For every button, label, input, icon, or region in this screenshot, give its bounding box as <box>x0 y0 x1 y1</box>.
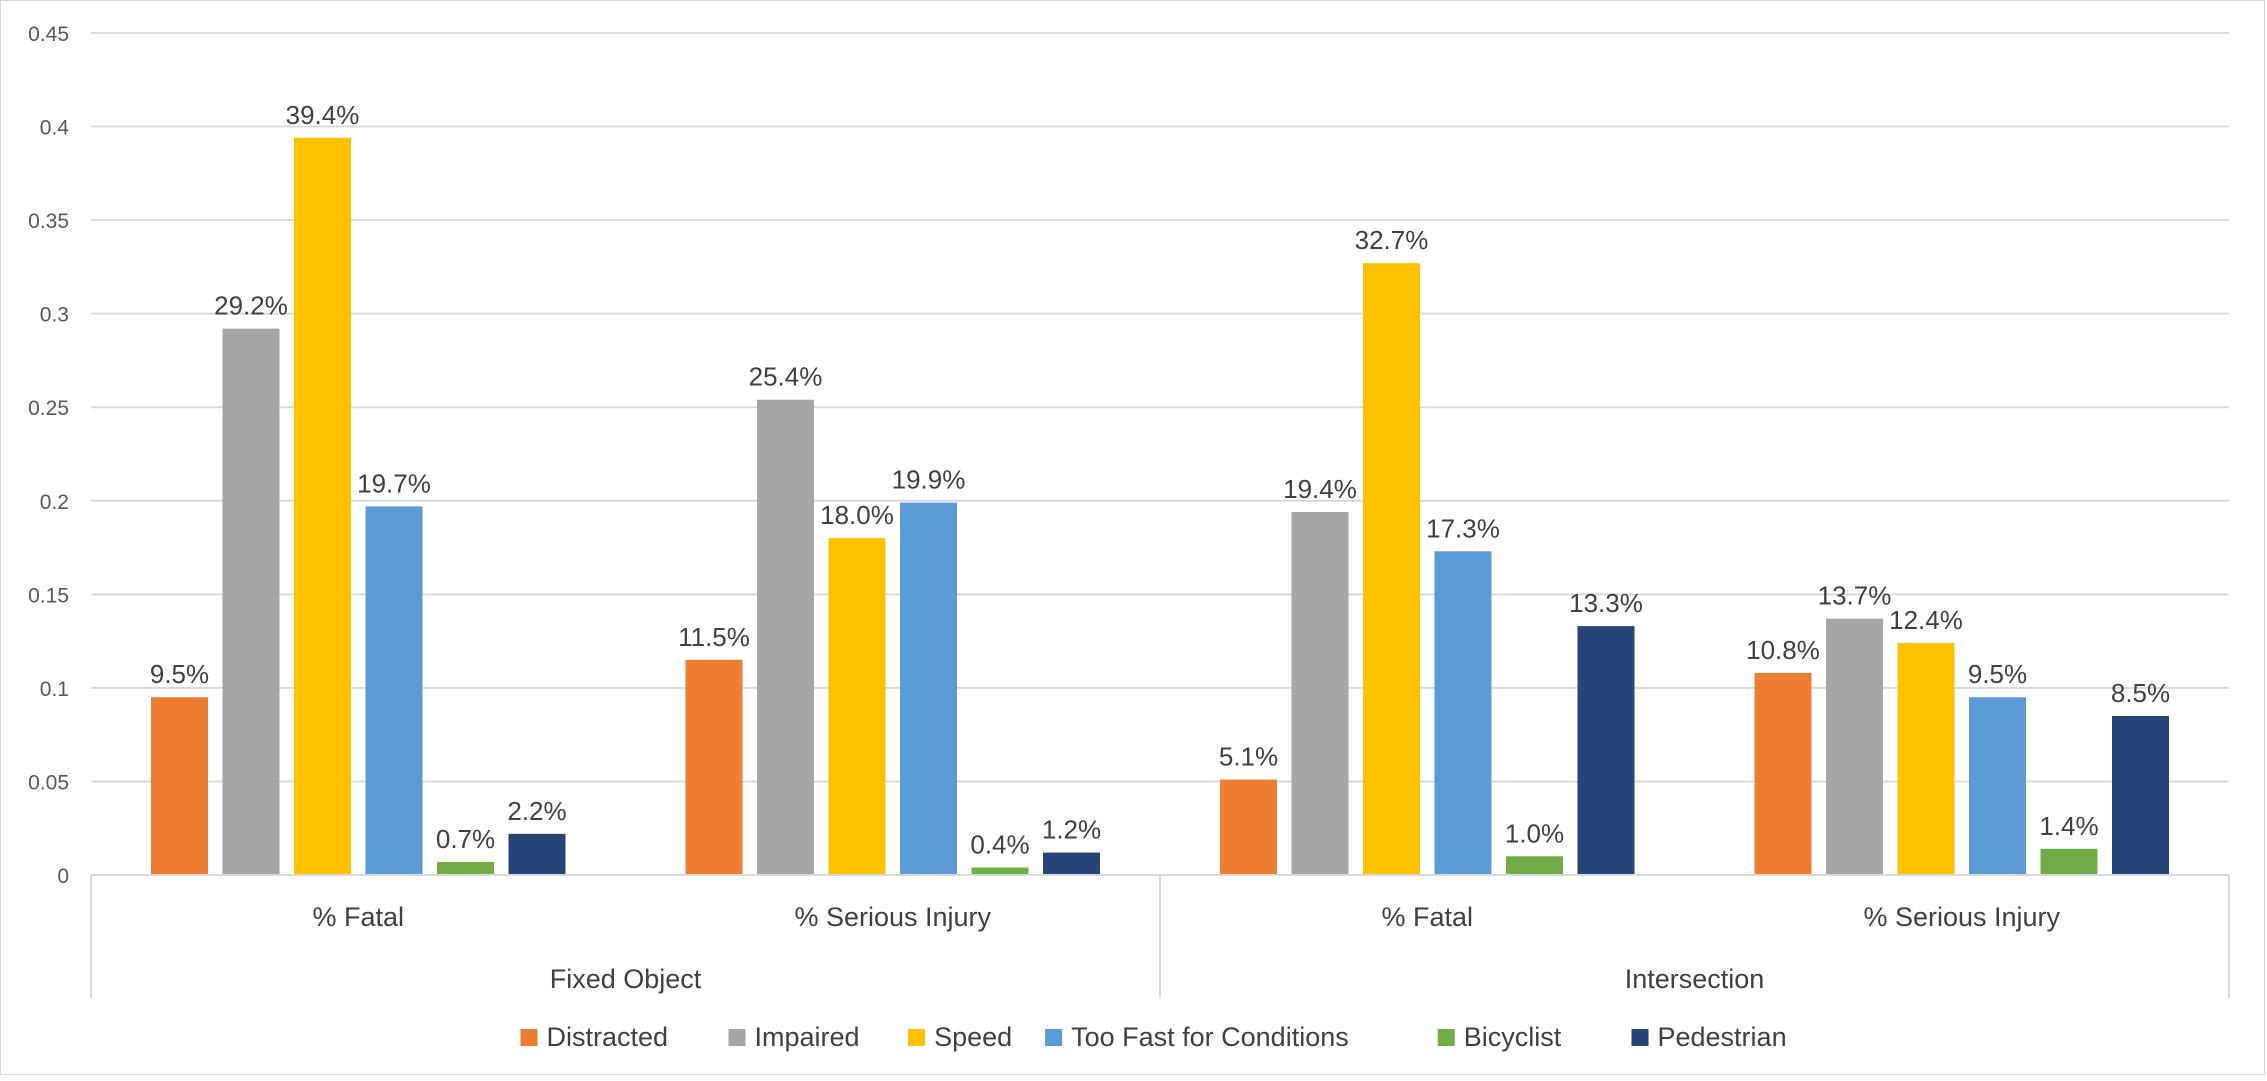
data-label: 29.2% <box>214 291 288 321</box>
data-label: 0.7% <box>436 824 495 854</box>
bar <box>971 867 1029 875</box>
y-tick-label: 0 <box>57 865 69 888</box>
data-label: 5.1% <box>1219 742 1278 772</box>
legend-swatch <box>1437 1029 1455 1046</box>
y-tick-label: 0.35 <box>28 210 69 233</box>
y-tick-label: 0.15 <box>28 584 69 607</box>
bar <box>1043 852 1100 875</box>
bar <box>2040 848 2098 875</box>
data-label: 1.4% <box>2039 811 2098 841</box>
data-label: 13.7% <box>1818 581 1892 611</box>
y-tick-label: 0.4 <box>40 117 70 140</box>
y-tick-label: 0.3 <box>40 304 69 327</box>
group-label: Intersection <box>1625 964 1765 994</box>
bar <box>757 399 814 875</box>
bar <box>1754 672 1812 875</box>
category-label: % Fatal <box>312 902 404 932</box>
data-label: 1.2% <box>1042 815 1101 845</box>
bar <box>1506 856 1563 875</box>
bar <box>1897 642 1955 875</box>
data-label: 19.7% <box>357 468 431 498</box>
legend-swatch <box>908 1029 926 1046</box>
data-label: 19.9% <box>892 465 966 495</box>
data-label: 9.5% <box>1968 659 2027 689</box>
bar <box>1577 626 1635 875</box>
legend: Distracted Impaired Speed Too Fast for Cond… <box>520 1022 1787 1052</box>
data-label: 10.8% <box>1746 635 1820 665</box>
data-label: 18.0% <box>820 500 894 530</box>
data-label: 32.7% <box>1355 225 1429 255</box>
group-label: Fixed Object <box>550 964 702 994</box>
bar <box>1220 779 1277 875</box>
y-tick-label: 0.2 <box>40 491 69 514</box>
bar <box>1434 551 1492 875</box>
bar <box>508 833 566 875</box>
x-axis: % Fatal % Serious Injury Fixed Object % Fat… <box>90 874 2230 998</box>
category-label: % Fatal <box>1381 902 1473 932</box>
gridlines <box>91 32 2229 783</box>
data-label: 11.5% <box>678 622 750 652</box>
data-label: 1.0% <box>1505 818 1564 848</box>
data-label: 25.4% <box>749 362 823 392</box>
legend-label: Speed <box>934 1022 1012 1052</box>
bar <box>294 137 351 875</box>
legend-swatch <box>1045 1029 1063 1046</box>
data-label: 8.5% <box>2111 678 2170 708</box>
data-label: 12.4% <box>1889 605 1963 635</box>
data-label: 13.3% <box>1569 588 1643 618</box>
bar <box>1363 263 1420 875</box>
data-label: 0.4% <box>970 830 1029 860</box>
category-label: % Serious Injury <box>1863 902 2060 932</box>
legend-swatch <box>1631 1029 1649 1046</box>
bar <box>1969 697 2026 875</box>
legend-swatch <box>728 1029 746 1046</box>
y-tick-label: 0.1 <box>40 678 69 701</box>
category-label: % Serious Injury <box>794 902 991 932</box>
bar <box>437 861 494 875</box>
legend-label: Distracted <box>547 1022 669 1052</box>
bar <box>365 506 423 875</box>
bar <box>828 538 886 875</box>
legend-swatch <box>520 1029 538 1046</box>
bar <box>151 697 208 875</box>
legend-label: Too Fast for Conditions <box>1071 1022 1349 1052</box>
bar <box>1291 512 1349 875</box>
data-label: 39.4% <box>286 100 360 130</box>
y-tick-label: 0.25 <box>28 397 69 420</box>
legend-label: Bicyclist <box>1464 1022 1562 1052</box>
data-label: 19.4% <box>1283 474 1357 504</box>
bar <box>1826 618 1883 875</box>
legend-label: Impaired <box>755 1022 860 1052</box>
data-label: 2.2% <box>507 796 566 826</box>
bars <box>151 137 2169 875</box>
y-tick-label: 0.05 <box>28 771 69 794</box>
legend-label: Pedestrian <box>1658 1022 1787 1052</box>
y-tick-label: 0.45 <box>28 23 69 46</box>
bar <box>2112 715 2169 875</box>
data-labels: 9.5% 29.2% 39.4% 19.7% 0.7% 2.2% 11.5% 25.4% 18.… <box>150 100 2170 860</box>
y-axis: 0 0.05 0.1 0.15 0.2 0.25 0.3 0.35 0.4 0.45 <box>28 23 69 888</box>
data-label: 9.5% <box>150 659 209 689</box>
data-label: 17.3% <box>1426 513 1500 543</box>
bar <box>685 659 743 875</box>
bar <box>222 328 280 875</box>
bar <box>900 502 957 875</box>
